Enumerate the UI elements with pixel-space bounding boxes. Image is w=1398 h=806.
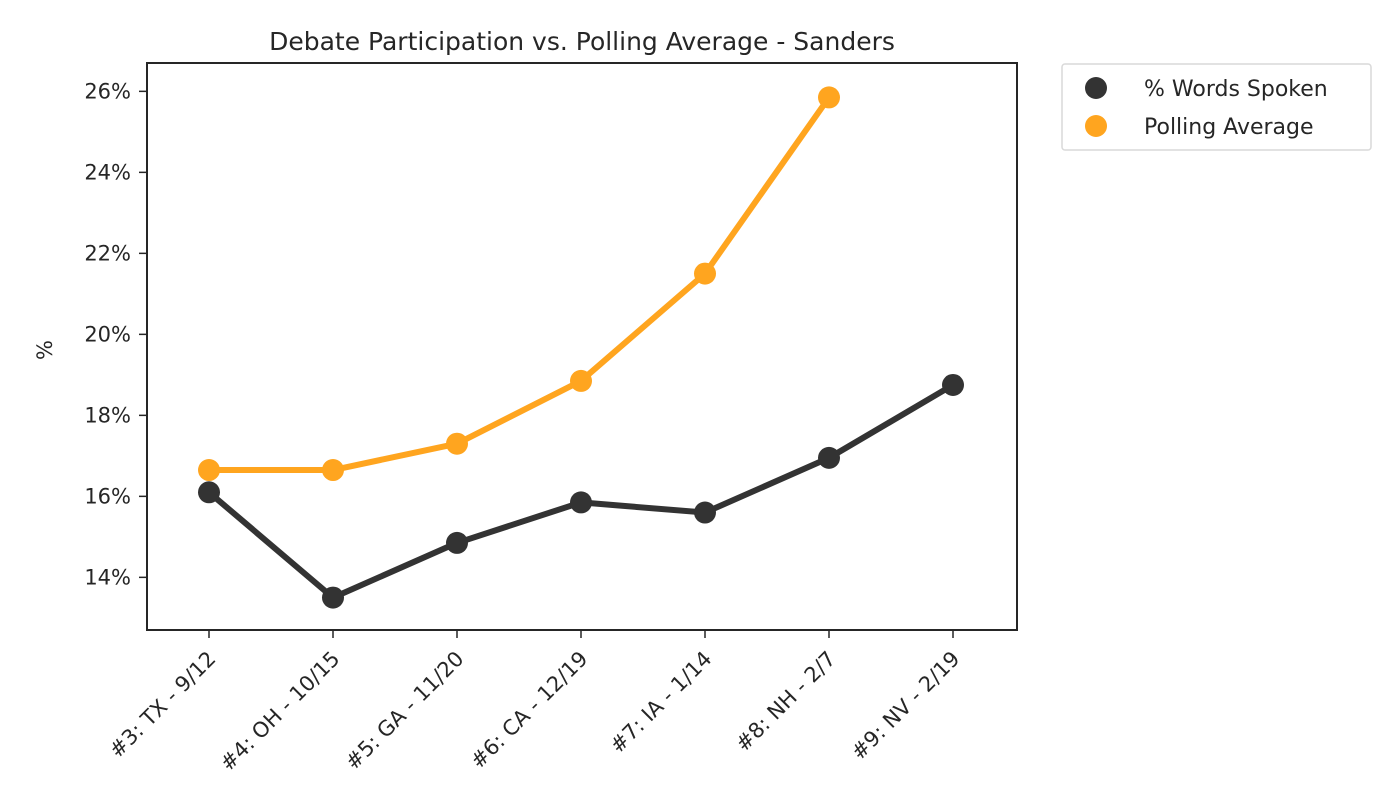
y-tick-label: 24% bbox=[84, 160, 131, 184]
data-point bbox=[198, 459, 220, 482]
legend-frame bbox=[1061, 63, 1372, 151]
y-tick-label: 20% bbox=[84, 322, 131, 346]
y-axis: 14% 16% 18% 20% 22% 24% 26% bbox=[84, 79, 147, 589]
data-point bbox=[570, 369, 592, 392]
x-tick-label: #7: IA - 1/14 bbox=[605, 647, 716, 758]
chart-title: Debate Participation vs. Polling Average… bbox=[269, 27, 895, 56]
series-words-spoken bbox=[198, 373, 964, 609]
data-point bbox=[446, 531, 468, 554]
data-point bbox=[694, 501, 716, 524]
legend-marker bbox=[1085, 115, 1107, 137]
x-tick-label: #8: NH - 2/7 bbox=[731, 647, 841, 757]
data-point bbox=[198, 481, 220, 504]
y-axis-label: % bbox=[33, 340, 57, 360]
x-tick-label: #5: GA - 11/20 bbox=[341, 647, 469, 775]
x-axis: #3: TX - 9/12#4: OH - 10/15#5: GA - 11/2… bbox=[105, 630, 965, 776]
y-tick-label: 26% bbox=[84, 79, 131, 103]
x-tick-label: #4: OH - 10/15 bbox=[215, 647, 344, 776]
series-line bbox=[206, 94, 832, 474]
x-tick-label: #9: NV - 2/19 bbox=[847, 647, 965, 765]
y-tick-label: 22% bbox=[84, 241, 131, 265]
data-point bbox=[322, 586, 344, 609]
series-line bbox=[206, 381, 956, 601]
data-point bbox=[942, 373, 964, 396]
data-point bbox=[322, 459, 344, 482]
data-point bbox=[570, 491, 592, 514]
x-tick-label: #3: TX - 9/12 bbox=[105, 647, 221, 763]
legend-label: Polling Average bbox=[1144, 115, 1314, 140]
legend-label: % Words Spoken bbox=[1144, 77, 1328, 102]
legend: % Words Spoken Polling Average bbox=[1061, 63, 1372, 151]
series-polling-average bbox=[198, 86, 840, 482]
y-tick-label: 14% bbox=[84, 565, 131, 589]
plot-area-frame bbox=[146, 62, 1018, 631]
data-point bbox=[818, 446, 840, 469]
series-layer bbox=[198, 86, 964, 609]
y-tick-label: 16% bbox=[84, 484, 131, 508]
x-tick-label: #6: CA - 12/19 bbox=[466, 647, 593, 774]
data-point bbox=[694, 262, 716, 285]
legend-marker bbox=[1085, 77, 1107, 99]
data-point bbox=[446, 432, 468, 455]
y-tick-label: 18% bbox=[84, 403, 131, 427]
data-point bbox=[818, 86, 840, 109]
